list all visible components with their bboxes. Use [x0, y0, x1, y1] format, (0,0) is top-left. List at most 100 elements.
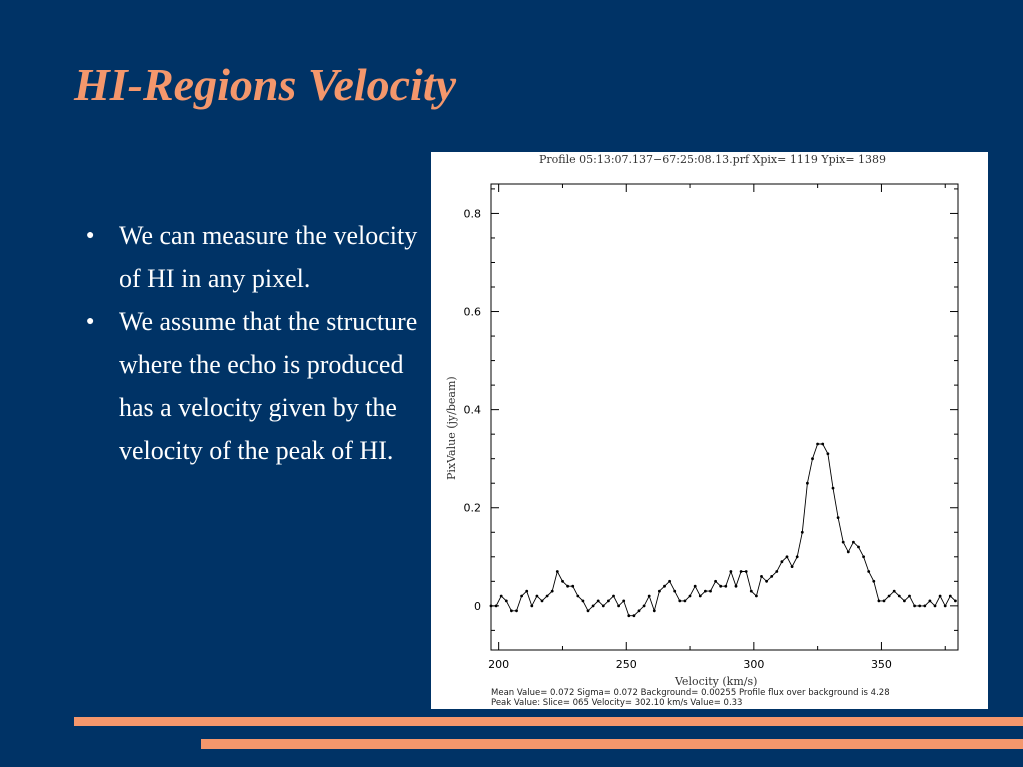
data-point — [816, 442, 819, 446]
data-point — [525, 589, 529, 593]
data-point — [622, 599, 626, 603]
data-point — [806, 481, 809, 485]
data-point — [714, 579, 717, 583]
y-tick-label: 0.2 — [464, 502, 482, 515]
data-point — [545, 594, 549, 598]
x-tick-label: 200 — [488, 658, 509, 671]
data-point — [862, 555, 865, 559]
data-point — [954, 599, 957, 603]
data-series — [489, 442, 957, 618]
data-point — [612, 594, 615, 598]
data-point — [652, 609, 656, 613]
data-point — [744, 570, 748, 573]
data-point — [780, 560, 784, 564]
data-point — [601, 604, 605, 608]
x-axis-label: Velocity (km/s) — [674, 675, 757, 688]
data-point — [775, 570, 779, 573]
data-point — [571, 584, 575, 588]
data-point — [800, 530, 804, 534]
data-point — [510, 609, 513, 613]
x-tick-label: 250 — [616, 658, 637, 671]
data-point — [749, 589, 753, 593]
data-point — [755, 594, 758, 598]
data-point — [647, 594, 651, 598]
data-point — [642, 604, 646, 608]
data-point — [892, 589, 896, 593]
y-tick-label: 0.4 — [464, 404, 482, 417]
data-point — [520, 594, 523, 598]
data-point — [489, 604, 493, 608]
data-point — [760, 575, 763, 578]
chart-title: Profile 05:13:07.137−67:25:08.13.prf Xpi… — [539, 153, 886, 166]
data-point — [867, 570, 871, 573]
bullet-dot-icon: ● — [86, 314, 95, 329]
data-point — [494, 604, 498, 608]
data-point — [698, 594, 702, 598]
bullet-item: ● We assume that the structure where the… — [84, 300, 429, 472]
data-point — [555, 570, 559, 573]
data-point — [948, 594, 952, 598]
bullet-text: We assume that the structure where the e… — [119, 307, 418, 465]
plot-frame — [490, 183, 959, 651]
data-point — [903, 599, 906, 603]
data-point — [897, 594, 901, 598]
data-point — [668, 579, 671, 583]
data-point — [795, 555, 799, 559]
data-point — [724, 584, 728, 588]
data-point — [637, 609, 641, 613]
bullet-dot-icon: ● — [86, 228, 95, 243]
data-point — [887, 594, 891, 598]
data-point — [632, 614, 636, 618]
data-point — [515, 609, 518, 613]
slide-title: HI-Regions Velocity — [74, 59, 457, 110]
data-point — [704, 589, 707, 593]
data-point — [933, 604, 937, 608]
data-point — [673, 589, 677, 593]
series-line — [491, 443, 956, 617]
data-point — [913, 604, 916, 608]
data-point — [566, 584, 569, 588]
data-point — [586, 609, 590, 613]
data-point — [857, 545, 860, 549]
data-point — [872, 579, 876, 583]
data-point — [908, 594, 911, 598]
data-point — [785, 555, 789, 559]
y-axis-label: PixValue (jy/beam) — [445, 376, 458, 480]
data-point — [765, 579, 768, 583]
bullet-text: We can measure the velocity of HI in any… — [119, 221, 418, 293]
y-tick-label: 0 — [474, 600, 481, 613]
data-point — [841, 540, 845, 544]
data-point — [693, 584, 697, 588]
peak-annotation: Peak Value: Slice= 065 Velocity= 302.10 … — [491, 698, 742, 708]
bullet-list: ● We can measure the velocity of HI in a… — [84, 214, 429, 472]
data-point — [683, 599, 687, 603]
data-point — [882, 599, 886, 603]
data-point — [561, 579, 564, 583]
data-point — [658, 589, 661, 593]
data-point — [535, 594, 539, 598]
axis-tick-labels: 200 250 300 350 0 0.2 0.4 0.6 0.8 — [464, 207, 892, 671]
data-point — [790, 565, 794, 568]
data-point — [688, 594, 692, 598]
data-point — [504, 599, 508, 603]
accent-stripe-upper — [74, 717, 1023, 726]
data-point — [811, 457, 814, 461]
data-point — [821, 442, 825, 446]
data-point — [581, 599, 585, 603]
data-point — [617, 604, 620, 608]
y-tick-label: 0.6 — [464, 306, 482, 319]
data-point — [938, 594, 942, 598]
axis-ticks — [491, 184, 958, 650]
stats-annotation: Mean Value= 0.072 Sigma= 0.072 Backgroun… — [491, 688, 890, 698]
data-point — [943, 604, 947, 608]
data-point — [928, 599, 932, 603]
data-point — [852, 540, 855, 544]
data-point — [627, 614, 631, 618]
data-point — [663, 584, 666, 588]
y-tick-label: 0.8 — [464, 207, 482, 220]
accent-stripe-lower — [201, 739, 1023, 749]
data-point — [540, 599, 544, 603]
data-point — [739, 570, 743, 573]
data-point — [734, 584, 738, 588]
data-point — [550, 589, 554, 593]
